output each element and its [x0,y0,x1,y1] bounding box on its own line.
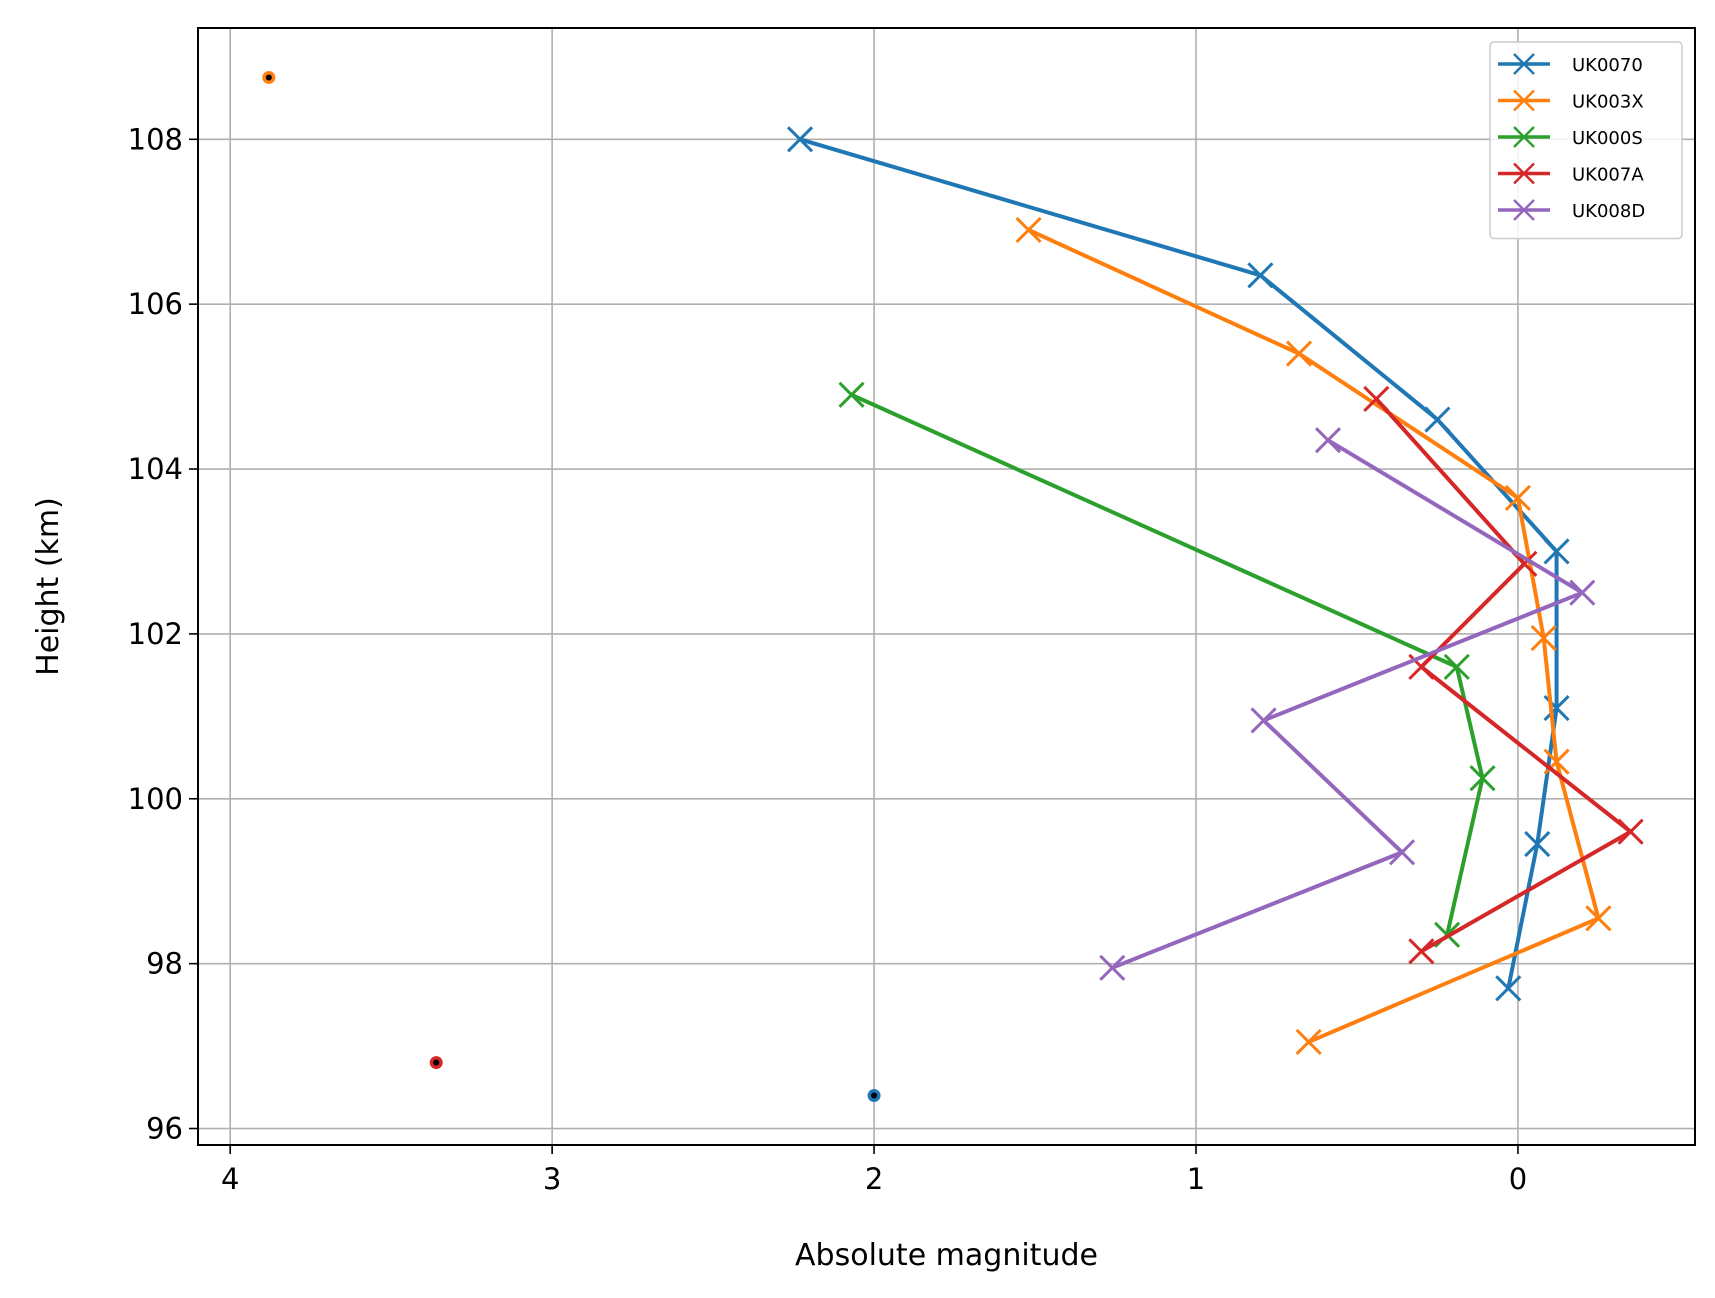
y-tick-label: 96 [146,1112,183,1146]
grid [198,28,1695,1145]
series-uk0070 [786,126,1570,1002]
legend-item: UK000S [1498,126,1643,149]
endpoint-layer [262,70,881,1103]
data-point-marker [1504,484,1531,511]
legend-label: UK000S [1572,128,1643,149]
data-point-marker [1530,624,1557,652]
endpoint-marker [867,1089,881,1103]
data-point-marker [786,126,814,153]
y-axis-label: Height (km) [31,497,66,676]
x-tick-label: 2 [865,1162,883,1196]
series-uk003x [1015,216,1612,1056]
data-point-marker [838,381,865,408]
endpoint-marker [262,70,276,84]
data-point-marker [1469,765,1496,792]
data-point-marker [1443,653,1470,680]
data-point-marker [1543,538,1570,565]
legend-item: UK008D [1498,199,1645,222]
legend-label: UK003X [1572,92,1644,113]
series-layer [786,126,1644,1056]
x-tick-label: 1 [1187,1162,1205,1196]
data-point-marker [1543,748,1570,775]
series-line [849,392,1485,937]
legend-item: UK007A [1498,162,1644,186]
y-tick-label: 102 [128,617,183,651]
y-tick-label: 98 [146,947,183,981]
data-point-marker [1585,905,1612,932]
x-axis-label: Absolute magnitude [795,1238,1098,1273]
data-point-marker [1250,707,1277,734]
x-tick-label: 0 [1509,1162,1527,1196]
data-point-marker [1524,831,1551,858]
x-tick-label: 3 [543,1162,561,1196]
legend: UK0070 UK003X UK000S UK007A UK008D [1489,41,1683,240]
y-tick-label: 104 [128,452,183,486]
data-point-marker [1314,427,1342,454]
data-point-marker [1408,938,1435,965]
data-point-marker [1569,579,1596,606]
endpoint-marker [429,1056,443,1070]
data-point-marker [1617,818,1644,845]
plot-frame [197,27,1696,1146]
data-point-marker [1511,550,1538,577]
y-tick-label: 106 [128,287,183,321]
series-uk008d [1099,427,1596,981]
data-point-marker [1363,385,1390,413]
data-point-marker [1295,1028,1322,1056]
data-point-marker [1099,954,1126,981]
data-point-marker [1015,216,1042,244]
legend-label: UK007A [1572,165,1644,186]
data-point-marker [1247,262,1274,289]
data-point-marker [1495,975,1522,1002]
x-tick-label: 4 [221,1162,239,1196]
legend-box [1489,41,1683,240]
legend-item: UK003X [1498,89,1644,113]
legend-item: UK0070 [1498,53,1643,76]
legend-label: UK0070 [1572,55,1643,76]
legend-label: UK008D [1572,201,1645,222]
y-tick-label: 108 [128,122,183,156]
y-tick-label: 100 [128,782,183,816]
data-point-marker [1424,406,1451,433]
data-point-marker [1388,839,1416,866]
data-point-marker [1285,340,1313,367]
ticks: 4 3 2 1 0 96 98 100 102 104 106 108 [128,122,1528,1196]
